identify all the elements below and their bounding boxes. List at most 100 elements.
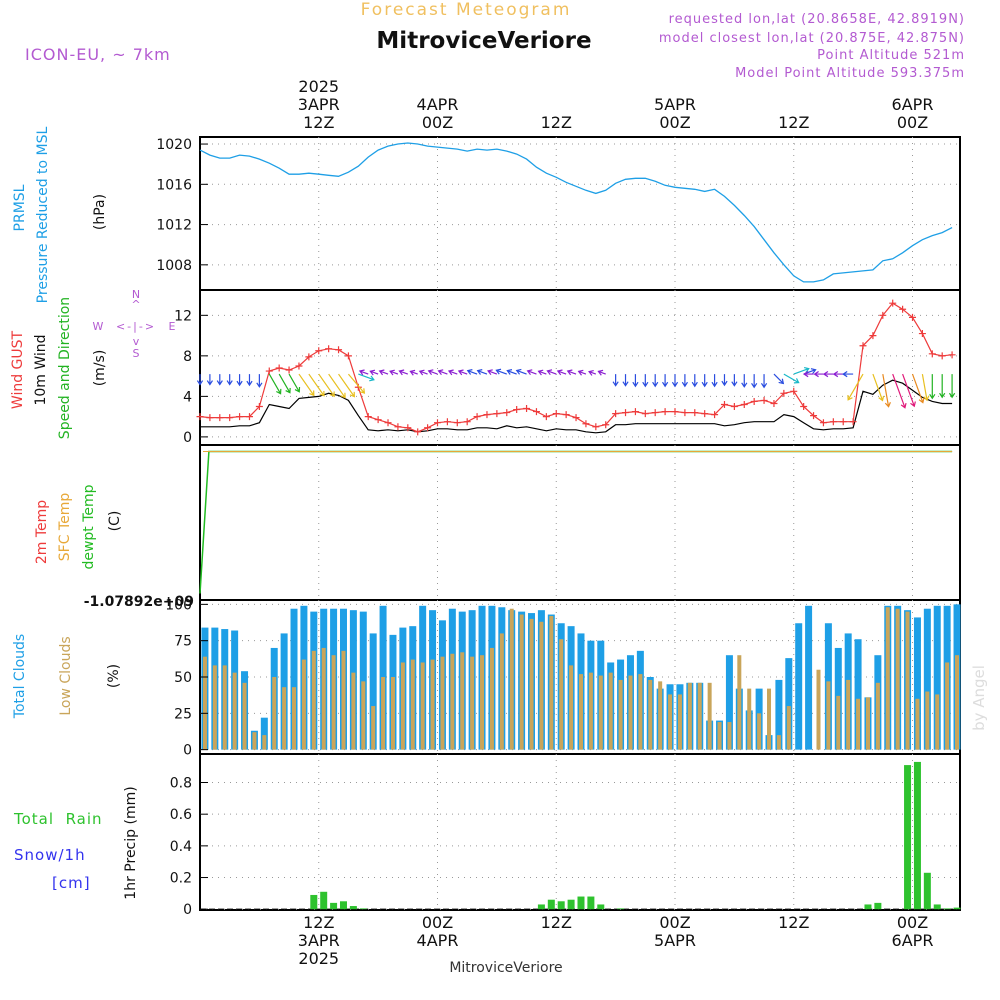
rain-bar (339, 901, 347, 910)
low-cloud-bar (321, 647, 326, 750)
gust-marker (483, 411, 491, 419)
wind-direction-arrow (711, 374, 718, 388)
low-cloud-bar (767, 688, 772, 750)
gust-marker (236, 413, 244, 421)
gust-marker (592, 423, 600, 431)
gust-marker (295, 362, 303, 370)
wind-direction-arrow (622, 374, 629, 387)
total-cloud-bar (795, 623, 803, 750)
wind-direction-arrow (369, 369, 379, 376)
gust-marker (631, 408, 639, 416)
low-cloud-bar (707, 682, 712, 750)
gust-marker (265, 367, 273, 375)
gust-marker (335, 346, 343, 354)
rain-bar (359, 908, 367, 910)
total-clouds-label: Total Clouds (12, 634, 28, 719)
total-cloud-bar (369, 633, 377, 750)
total-cloud-bar (725, 655, 733, 750)
wind-direction-arrow (409, 369, 418, 376)
low-cloud-bar (292, 687, 297, 750)
low-cloud-bar (341, 650, 346, 750)
y-tick-label: 0.2 (170, 871, 192, 887)
low-cloud-bar (885, 607, 890, 750)
low-cloud-bar (717, 722, 722, 750)
gust-marker (711, 411, 719, 419)
gust-marker (315, 347, 323, 355)
wind-10m-label: 10m Wind (33, 334, 49, 405)
gust-marker (602, 421, 610, 429)
gust-marker (839, 418, 847, 426)
wind-direction-arrow (882, 373, 891, 408)
low-cloud-bar (222, 665, 227, 750)
model-label: ICON-EU, ~ 7km (25, 45, 171, 64)
low-cloud-bar (430, 659, 435, 750)
gust-marker (424, 424, 432, 432)
wind-direction-arrow (632, 374, 639, 388)
low-cloud-bar (262, 735, 267, 750)
gust-marker (681, 409, 689, 417)
low-cloud-bar (905, 611, 910, 750)
cloud-panel (201, 604, 961, 750)
wind-direction-arrow (760, 374, 768, 389)
wind-direction-arrow (731, 374, 738, 387)
wind-direction-arrow (278, 373, 291, 394)
gust-marker (661, 408, 669, 416)
total-cloud-bar (854, 639, 862, 750)
requested-coords: requested lon,lat (20.8658E, 42.8919N) (669, 12, 965, 27)
gust-marker (513, 406, 521, 414)
gust-marker (889, 299, 897, 307)
compass-row: <-|-> (116, 320, 156, 333)
wind-direction-arrow (577, 369, 587, 376)
gust-marker (255, 403, 263, 411)
gust-marker (948, 351, 956, 359)
low-cloud-bar (331, 655, 336, 750)
gust-marker (770, 399, 778, 407)
low-cloud-bar (232, 672, 237, 750)
gust-marker (622, 409, 630, 417)
precip-axis-label: 1hr Precip (mm) (123, 786, 139, 899)
gust-marker (671, 408, 679, 416)
y-tick-label: 1016 (156, 177, 192, 193)
wind-direction-arrow (588, 369, 597, 376)
low-cloud-bar (420, 662, 425, 750)
gust-marker (879, 311, 887, 319)
rain-bar (557, 901, 565, 910)
wind-direction-arrow (437, 369, 448, 376)
gust-marker (344, 352, 352, 360)
gust-marker (562, 411, 570, 419)
low-cloud-bar (252, 732, 257, 750)
low-cloud-bar (638, 674, 643, 750)
gust-marker (414, 428, 422, 436)
bottom-time-label: 2025 (298, 949, 339, 968)
gust-marker (275, 364, 283, 372)
rain-bar (547, 899, 555, 910)
gust-marker (572, 414, 580, 422)
low-cloud-bar (737, 655, 742, 750)
gust-marker (493, 410, 501, 418)
top-time-label: 12Z (303, 113, 334, 132)
top-time-label: 2025 (298, 77, 339, 96)
wind-direction-arrow (216, 374, 223, 386)
wind-direction-arrow (751, 374, 758, 389)
low-cloud-bar (608, 672, 613, 750)
low-cloud-bar (242, 682, 247, 750)
wind-direction-arrow (418, 369, 428, 376)
rain-bar (330, 902, 338, 910)
total-cloud-bar (933, 605, 941, 750)
wind-panel (196, 299, 956, 436)
wind-direction-arrow (681, 374, 688, 388)
wind-10m-line (200, 379, 953, 434)
gust-marker (305, 353, 313, 361)
y-tick-label: 0.6 (170, 807, 192, 823)
wind-direction-arrow (427, 369, 438, 376)
wind-direction-arrow (358, 373, 375, 382)
gust-marker (909, 313, 916, 321)
y-tick-label: 1012 (156, 218, 192, 234)
low-cloud-bar (529, 618, 534, 750)
wind-direction-arrow (783, 373, 800, 384)
gust-marker (384, 419, 392, 427)
gust-marker (750, 397, 758, 405)
gust-marker (691, 409, 699, 417)
